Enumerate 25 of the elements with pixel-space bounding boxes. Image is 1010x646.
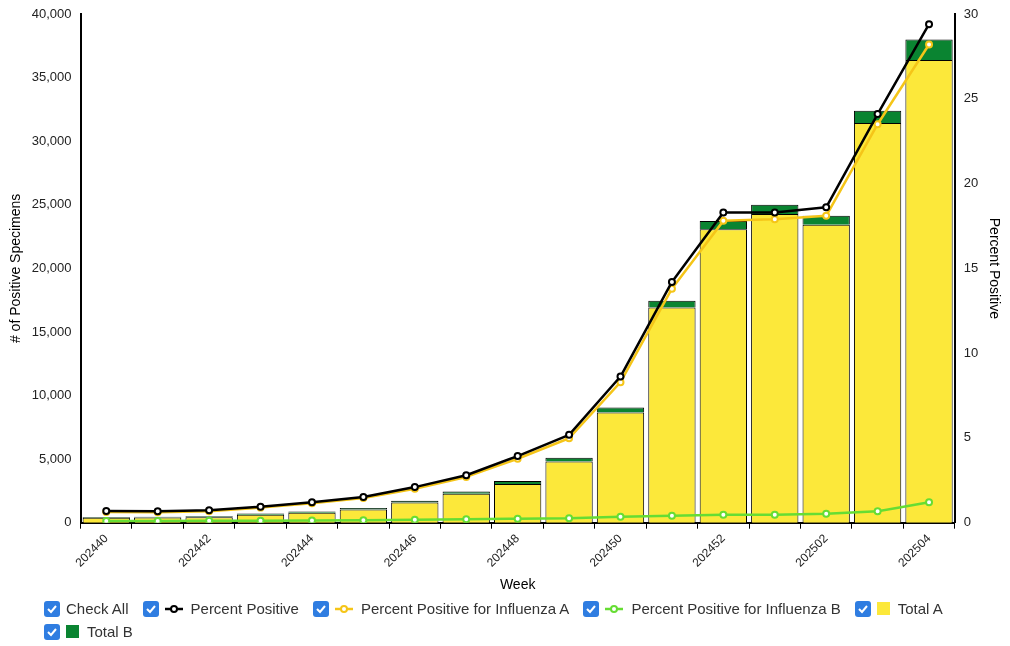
y-tick-label: 15,000: [31, 323, 72, 339]
y-tick-label: 25,000: [31, 196, 72, 212]
legend-label: Percent Positive for Influenza B: [631, 600, 841, 617]
y-tick-label: 0: [64, 514, 72, 530]
y-tick-label: 5,000: [39, 450, 72, 466]
y2-axis-title: Percent Positive: [986, 217, 1003, 320]
y-tick-label: 20,000: [31, 259, 72, 275]
x-axis-title: Week: [499, 576, 537, 593]
y-tick-label: 30,000: [31, 132, 72, 148]
y2-tick-label: 20: [963, 175, 979, 191]
legend-label: Percent Positive: [190, 600, 299, 617]
legend-label: Percent Positive for Influenza A: [360, 600, 570, 617]
y2-tick-label: 30: [963, 5, 979, 21]
y-tick-label: 10,000: [31, 387, 72, 403]
legend-label: Total A: [897, 600, 943, 617]
y-tick-label: 40,000: [31, 5, 72, 21]
y2-tick-label: 15: [963, 259, 979, 275]
text: Check All: [66, 600, 129, 617]
y-tick-label: 35,000: [31, 69, 72, 85]
legend-label: Total B: [87, 623, 133, 640]
y2-tick-label: 5: [963, 429, 971, 445]
y-axis-title: # of Positive Specimens: [7, 193, 24, 344]
y2-tick-label: 25: [963, 90, 979, 106]
y2-tick-label: 10: [963, 344, 979, 360]
y2-tick-label: 0: [963, 514, 971, 530]
